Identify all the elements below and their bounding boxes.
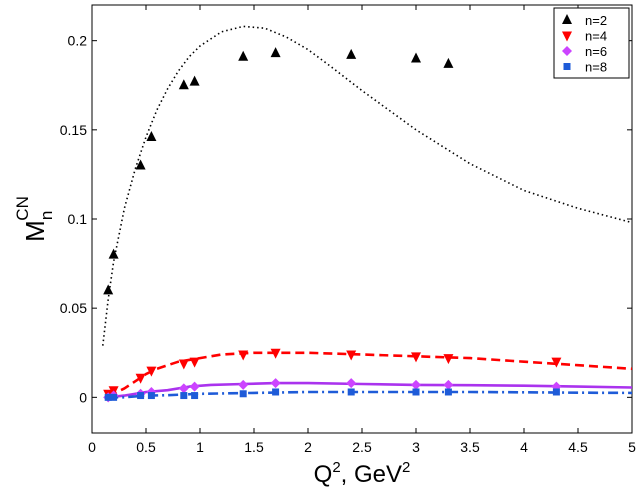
x-axis-label-rest: , GeV xyxy=(341,461,402,488)
curve-dashed xyxy=(107,351,633,397)
data-point-n=4 xyxy=(146,366,157,377)
x-tick-label: 3.5 xyxy=(460,439,480,455)
data-markers xyxy=(103,47,562,403)
y-axis-label-main: M xyxy=(20,220,50,242)
data-point-n=8 xyxy=(137,392,145,400)
data-point-n=4 xyxy=(178,359,189,370)
y-tick-label: 0.1 xyxy=(68,211,88,227)
data-point-n=8 xyxy=(272,388,280,396)
y-axis-label: Mn CN xyxy=(13,196,56,242)
data-point-n=8 xyxy=(239,390,247,398)
axis-ticks: 0 0.5 1 1.5 2 2.5 3 3.5 4 4.5 5 0 0.05 0.1 0.15 0.2 xyxy=(60,5,636,455)
data-point-n=2 xyxy=(146,130,157,141)
plot-area xyxy=(91,4,633,434)
legend: n=2n=4n=6n=8 xyxy=(553,7,630,79)
x-tick-label: 4.5 xyxy=(568,439,588,455)
x-tick-label: 5 xyxy=(628,439,636,455)
data-point-n=8 xyxy=(444,388,452,396)
x-axis-label-sup1: 2 xyxy=(332,459,340,476)
x-tick-label: 3 xyxy=(412,439,420,455)
legend-marker-n=4 xyxy=(562,31,572,42)
curve-dotted xyxy=(102,25,633,346)
data-point-n=4 xyxy=(443,354,454,365)
data-point-n=8 xyxy=(191,392,199,400)
data-point-n=2 xyxy=(103,284,114,295)
legend-marker-n=8 xyxy=(563,63,571,70)
legend-label: n=8 xyxy=(585,60,607,75)
x-tick-label: 0.5 xyxy=(136,439,156,455)
data-point-n=8 xyxy=(552,388,560,396)
y-tick-label: 0.2 xyxy=(68,33,88,49)
legend-marker-n=6 xyxy=(562,46,572,56)
x-tick-label: 1 xyxy=(196,439,204,455)
data-point-n=8 xyxy=(347,388,355,396)
y-tick-label: 0.05 xyxy=(60,300,87,316)
x-tick-label: 0 xyxy=(88,439,96,455)
plot-frame xyxy=(91,4,633,434)
y-axis-label-sup: CN xyxy=(13,196,32,221)
x-axis-label-sup2: 2 xyxy=(402,459,410,476)
data-point-n=2 xyxy=(346,48,357,59)
y-tick-label: 0 xyxy=(79,389,87,405)
data-point-n=8 xyxy=(180,392,188,400)
legend-label: n=4 xyxy=(585,29,607,44)
data-point-n=6 xyxy=(411,379,421,390)
data-point-n=8 xyxy=(147,392,155,400)
data-point-n=2 xyxy=(135,159,146,170)
data-point-n=6 xyxy=(346,378,357,389)
data-point-n=2 xyxy=(108,248,119,259)
data-point-n=8 xyxy=(104,393,112,401)
data-point-n=2 xyxy=(238,50,249,61)
y-tick-label: 0.15 xyxy=(60,122,87,138)
curve-dash-dot xyxy=(108,390,633,399)
data-point-n=8 xyxy=(412,388,420,396)
x-tick-label: 4 xyxy=(520,439,528,455)
data-point-n=6 xyxy=(443,379,454,390)
legend-marker-n=2 xyxy=(562,14,572,24)
data-point-n=2 xyxy=(189,75,200,86)
data-point-n=4 xyxy=(411,352,421,363)
data-point-n=2 xyxy=(270,47,281,58)
data-point-n=6 xyxy=(238,379,249,390)
data-point-n=6 xyxy=(270,378,281,389)
data-point-n=4 xyxy=(135,373,146,384)
data-point-n=4 xyxy=(346,350,357,361)
data-point-n=4 xyxy=(238,350,249,361)
x-axis-label: Q2, GeV2 xyxy=(314,459,411,488)
y-axis-label-sub: n xyxy=(37,211,56,220)
legend-label: n=6 xyxy=(585,44,607,59)
data-point-n=2 xyxy=(443,57,454,68)
data-point-n=6 xyxy=(189,381,200,392)
data-point-n=4 xyxy=(270,348,281,359)
legend-label: n=2 xyxy=(585,13,607,28)
data-point-n=8 xyxy=(110,393,118,401)
data-point-n=6 xyxy=(178,383,189,394)
x-tick-label: 1.5 xyxy=(244,439,264,455)
data-point-n=2 xyxy=(178,79,189,90)
x-tick-label: 2 xyxy=(304,439,312,455)
data-point-n=4 xyxy=(189,357,200,368)
x-tick-label: 2.5 xyxy=(352,439,372,455)
x-axis-label-main: Q xyxy=(314,461,333,488)
data-point-n=2 xyxy=(411,52,421,63)
data-point-n=4 xyxy=(551,357,562,368)
